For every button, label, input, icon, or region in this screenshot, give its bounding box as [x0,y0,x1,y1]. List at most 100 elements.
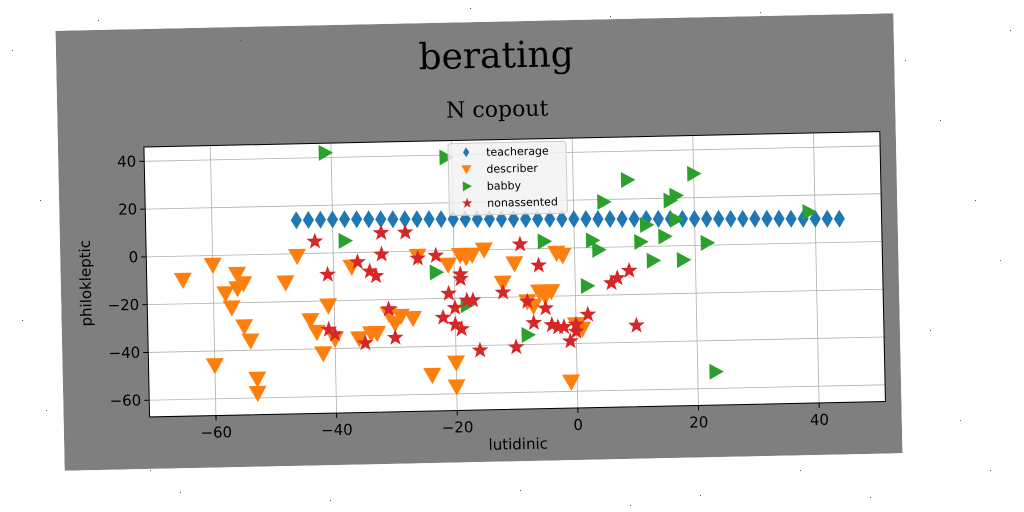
nonassented-point [471,341,489,358]
describer-point [234,276,253,293]
describer-point [542,284,561,301]
teacherage-point [435,210,447,229]
describer-point [325,331,344,348]
axis-ticks: −60 −40 −20 0 20 40 −60 −40 −20 0 20 40 [107,152,829,442]
babby-point [646,252,662,269]
describer-point [423,367,442,385]
babby-point [669,211,685,228]
describer-point [173,272,192,290]
y-gridline [146,241,883,258]
x-axis-label: lutidinic [488,435,548,454]
teacherage-point [532,210,544,229]
teacherage-point [833,209,845,228]
teacherage-point [411,210,423,229]
nonassented-point [608,269,626,286]
data-points [173,144,845,403]
noise-speck [1000,260,1001,261]
describer-point [307,324,326,342]
describer-point [319,298,338,315]
teacherage-point [314,210,327,229]
noise-speck [760,12,761,13]
x-tick-label: 0 [573,416,583,434]
describer-point [248,371,267,388]
nonassented-point [567,315,585,332]
x-gridline [692,135,699,406]
legend-label-teacherage: teacherage [486,145,549,159]
y-tick-label: −20 [107,296,139,315]
babby-point [521,327,537,344]
babby-point [634,233,649,250]
chart-subtitle: N copout [446,97,549,124]
teacherage-point [749,209,761,228]
x-tick-label: −60 [200,423,232,442]
legend-label-babby: babby [487,179,522,193]
describer-point [301,312,320,330]
describer-point [493,275,512,292]
nonassented-point [567,322,585,339]
nonassented-point [427,246,445,263]
nonassented-point [453,320,470,337]
nonassented-point [326,325,344,342]
noise-speck [870,497,871,498]
nonassented-point [451,265,469,282]
y-tick-label: 0 [129,248,139,266]
nonassented-point [511,235,529,252]
series-nonassented [306,223,645,358]
babby-point [700,234,716,251]
x-tick-label: −20 [442,418,474,437]
nonassented-point [409,249,427,266]
noise-speck [40,200,41,201]
noise-speck [46,410,47,411]
nonassented-point [620,261,638,278]
nonassented-point [367,267,385,284]
x-tick-label: −40 [321,421,353,440]
nonassented-point [603,274,620,291]
noise-speck [960,420,961,421]
noise-speck [150,470,151,471]
nonassented-point [434,308,452,325]
describer-point [222,300,241,317]
nonassented-point [349,253,366,270]
y-tick-label: −60 [109,391,141,410]
describer-point [462,247,481,264]
nonassented-point [452,270,469,287]
nonassented-point [372,224,390,241]
nonassented-point [361,262,379,279]
nonassented-point [380,300,398,317]
nonassented-point [396,223,414,240]
nonassented-point [579,305,597,322]
teacherage-point [375,210,387,229]
babby-point [676,252,692,269]
nonassented-point [518,292,536,309]
teacherage-point [604,209,616,228]
teacherage-point [592,209,604,228]
y-gridline [149,384,886,401]
legend-marker-describer [461,165,472,175]
describer-point [447,355,466,372]
legend-marker-teacherage [463,147,470,158]
noise-speck [630,505,631,506]
teacherage-point [423,210,435,229]
noise-speck [520,490,521,491]
nonassented-point [446,299,464,316]
nonassented-point [543,316,561,333]
nonassented-point [319,265,336,282]
teacherage-point [399,210,411,229]
chart-title: berating [418,34,574,78]
babby-point [429,264,445,281]
describer-point [349,331,368,348]
teacherage-point [363,210,375,229]
teacherage-point [338,210,351,229]
y-tick-label: 20 [118,200,137,218]
noise-speck [800,470,801,471]
describer-point [553,247,572,265]
babby-point [318,144,334,161]
nonassented-point [530,256,547,273]
plot-frame [143,131,886,418]
noise-speck [905,60,906,61]
describer-point [367,325,386,343]
babby-point [658,228,673,245]
describer-point [562,374,581,391]
babby-point [537,233,553,250]
teacherage-point [725,209,737,228]
